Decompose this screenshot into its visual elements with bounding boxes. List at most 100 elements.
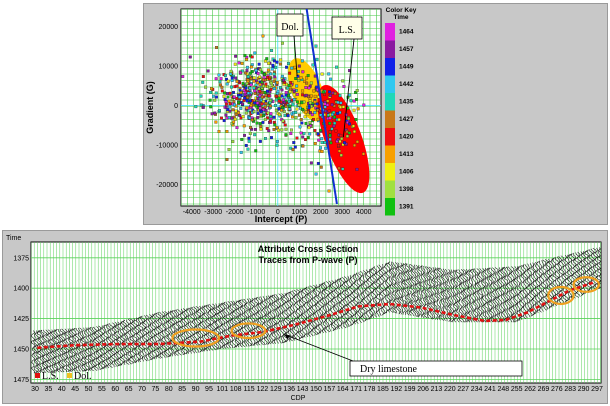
- section-x-tick-label: 185: [377, 386, 389, 393]
- limestone-horizon: [37, 280, 596, 350]
- data-point: [291, 115, 294, 119]
- data-point: [289, 81, 293, 85]
- data-point: [238, 95, 242, 99]
- data-point: [300, 121, 304, 125]
- trace: [265, 295, 271, 345]
- color-key-label: 1457: [399, 46, 414, 53]
- data-point: [274, 94, 278, 98]
- data-point: [332, 124, 336, 128]
- trace: [576, 251, 582, 297]
- data-point: [272, 72, 276, 76]
- trace: [291, 290, 297, 341]
- trace: [161, 311, 167, 358]
- data-point: [234, 76, 238, 80]
- trace: [229, 300, 235, 348]
- dolomite-ellipse: [171, 328, 220, 348]
- trace: [33, 330, 38, 374]
- data-point: [316, 108, 320, 112]
- section-y-tick-label: 1475: [13, 377, 29, 384]
- label-ls: L.S.: [339, 25, 356, 36]
- data-point: [300, 101, 304, 105]
- data-point: [263, 105, 267, 109]
- section-x-tick-label: 248: [497, 386, 509, 393]
- data-point: [297, 103, 301, 107]
- data-point: [226, 108, 230, 112]
- trace: [453, 269, 459, 323]
- data-point: [269, 81, 273, 85]
- data-point: [244, 86, 248, 90]
- data-point: [246, 75, 250, 79]
- data-point: [319, 113, 323, 117]
- trace: [285, 291, 291, 343]
- data-point: [219, 83, 222, 87]
- data-point: [220, 116, 223, 120]
- data-point: [213, 111, 217, 115]
- data-point: [352, 130, 356, 134]
- trace: [167, 310, 172, 358]
- data-point: [305, 76, 309, 80]
- data-point: [327, 72, 331, 76]
- data-point: [277, 96, 281, 100]
- data-point: [298, 125, 302, 129]
- trace: [303, 287, 309, 338]
- section-x-tick-label: 220: [444, 386, 456, 393]
- data-point: [243, 54, 247, 58]
- dry-limestone-arrowhead: [284, 334, 291, 340]
- trace: [493, 267, 499, 323]
- data-point: [226, 95, 230, 99]
- x-tick-label: 3000: [335, 209, 351, 216]
- data-point: [294, 115, 298, 119]
- trace: [87, 327, 92, 372]
- data-point: [265, 57, 269, 61]
- data-point: [348, 122, 351, 126]
- data-point: [259, 110, 263, 114]
- data-point: [339, 134, 343, 138]
- data-point: [312, 89, 316, 93]
- data-point: [301, 93, 305, 97]
- data-point: [228, 105, 232, 109]
- trace: [331, 279, 337, 331]
- data-point: [347, 117, 351, 121]
- data-point: [329, 77, 333, 81]
- data-point: [341, 105, 345, 109]
- data-point: [297, 113, 301, 117]
- section-y-tick-label: 1375: [13, 255, 29, 262]
- section-x-tick-label: 143: [297, 386, 309, 393]
- trace: [259, 296, 265, 346]
- trace: [500, 266, 505, 323]
- data-point: [254, 83, 258, 87]
- trace: [128, 318, 134, 364]
- data-point: [250, 65, 253, 69]
- data-point: [328, 121, 332, 125]
- data-point: [249, 71, 253, 75]
- data-point: [258, 83, 262, 87]
- trace: [567, 253, 574, 300]
- data-point: [256, 112, 260, 115]
- trace: [391, 261, 397, 314]
- data-point: [218, 109, 221, 113]
- trace: [503, 266, 509, 323]
- data-point: [355, 89, 359, 92]
- data-point: [330, 127, 334, 131]
- data-point: [328, 133, 332, 137]
- data-point: [281, 119, 285, 123]
- data-point: [271, 63, 275, 67]
- trace: [142, 315, 148, 362]
- color-key-swatch: [385, 145, 395, 163]
- color-key-label: 1391: [399, 204, 414, 211]
- data-point: [256, 115, 260, 119]
- data-point: [245, 69, 249, 73]
- trace: [484, 267, 489, 323]
- data-point: [245, 81, 249, 85]
- data-point: [267, 77, 271, 81]
- trace: [122, 319, 128, 366]
- trace: [556, 256, 562, 306]
- data-point: [301, 107, 305, 111]
- data-point: [258, 89, 262, 93]
- color-key-swatch: [385, 110, 395, 128]
- data-point: [249, 126, 253, 130]
- trace: [149, 313, 154, 361]
- data-point: [277, 107, 281, 111]
- data-point: [250, 118, 254, 122]
- data-point: [333, 121, 337, 125]
